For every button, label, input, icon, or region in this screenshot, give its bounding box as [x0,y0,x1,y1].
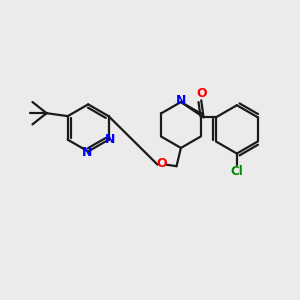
Text: O: O [196,87,206,100]
Text: N: N [82,146,92,159]
Text: Cl: Cl [230,165,243,178]
Text: O: O [156,157,166,170]
Text: N: N [105,133,115,146]
Text: N: N [176,94,186,107]
